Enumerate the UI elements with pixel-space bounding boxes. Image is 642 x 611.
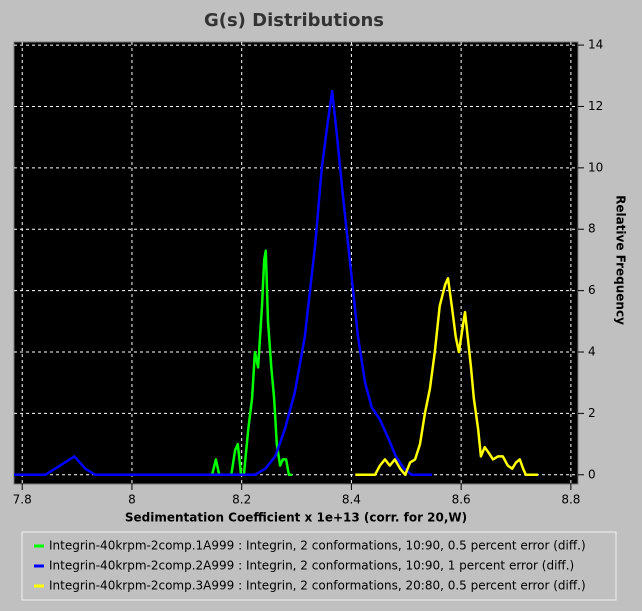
x-tick-label: 8.2: [232, 493, 251, 507]
y-tick-label: 4: [588, 345, 596, 359]
legend-box: [21, 531, 617, 601]
chart-title: G(s) Distributions: [204, 10, 384, 31]
y-tick-label: 6: [588, 283, 596, 297]
x-tick-label: 8.4: [342, 493, 361, 507]
y-tick-label: 2: [588, 406, 596, 420]
x-axis-label: Sedimentation Coefficient x 1e+13 (corr.…: [125, 511, 467, 525]
x-tick-label: 8.6: [452, 493, 471, 507]
series-line: [355, 277, 538, 477]
y-tick-label: 0: [588, 467, 596, 481]
y-axis-label: Relative Frequency: [614, 195, 628, 325]
x-tick-label: 7.8: [13, 493, 32, 507]
legend-label: Integrin-40krpm-2comp.1A999 : Integrin, …: [49, 539, 586, 553]
series-line: [210, 249, 293, 477]
series-line: [14, 89, 433, 477]
x-tick-label: 8: [128, 493, 136, 507]
plot-area: [13, 41, 579, 485]
y-tick-label: 10: [588, 160, 603, 174]
y-tick-label: 12: [588, 99, 603, 113]
y-tick-label: 14: [588, 38, 603, 52]
legend-label: Integrin-40krpm-2comp.2A999 : Integrin, …: [49, 559, 574, 573]
legend-label: Integrin-40krpm-2comp.3A999 : Integrin, …: [49, 579, 586, 593]
x-tick-label: 8.8: [561, 493, 580, 507]
y-tick-label: 8: [588, 222, 596, 236]
